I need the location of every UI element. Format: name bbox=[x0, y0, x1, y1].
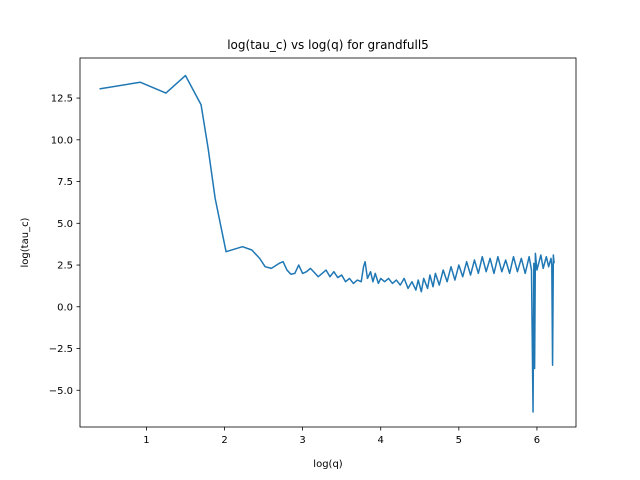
x-tick-label: 4 bbox=[378, 435, 384, 446]
series-layer bbox=[99, 74, 555, 413]
y-tick-label: −2.5 bbox=[49, 344, 73, 355]
chart-title: log(tau_c) vs log(q) for grandfull5 bbox=[227, 38, 429, 52]
y-axis-label: log(tau_c) bbox=[20, 217, 31, 267]
y-tick-label: 7.5 bbox=[57, 177, 73, 188]
y-tick-label: 10.0 bbox=[51, 135, 73, 146]
x-tick-label: 3 bbox=[299, 435, 305, 446]
series-line bbox=[99, 74, 555, 413]
y-axis-ticks: −5.0 −2.5 0.0 2.5 5.0 7.5 10.0 12.5 bbox=[49, 94, 80, 397]
x-tick-label: 1 bbox=[143, 435, 149, 446]
plot-area bbox=[80, 58, 576, 427]
x-tick-label: 2 bbox=[221, 435, 227, 446]
plot-frame bbox=[79, 57, 577, 428]
x-axis-ticks: 1 2 3 4 5 6 bbox=[143, 427, 540, 446]
x-tick-label: 5 bbox=[456, 435, 462, 446]
y-tick-label: 5.0 bbox=[57, 219, 73, 230]
x-tick-label: 6 bbox=[534, 435, 540, 446]
y-tick-label: 12.5 bbox=[51, 94, 73, 105]
x-axis-label: log(q) bbox=[313, 459, 342, 470]
y-tick-label: 0.0 bbox=[57, 302, 73, 313]
y-tick-label: 2.5 bbox=[57, 261, 73, 272]
y-tick-label: −5.0 bbox=[49, 386, 73, 397]
